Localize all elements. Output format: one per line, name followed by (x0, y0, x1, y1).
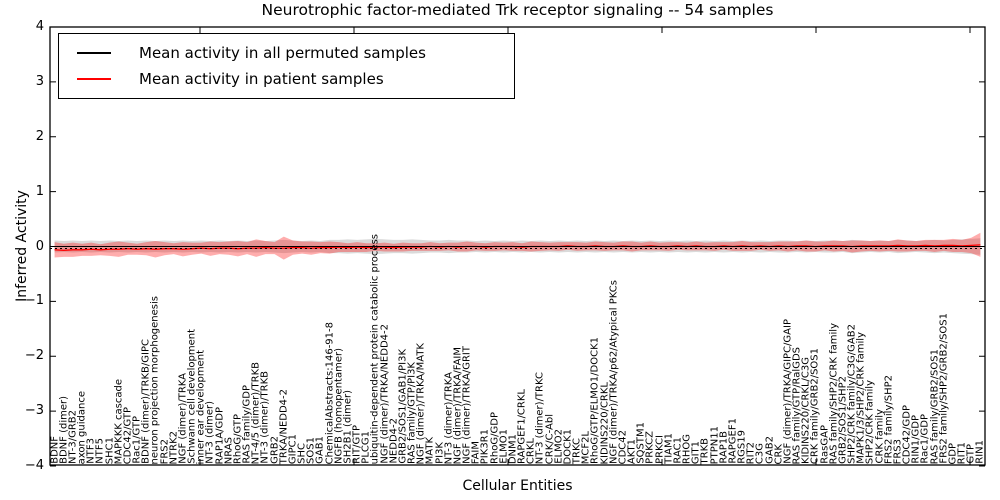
legend-label: Mean activity in all permuted samples (139, 44, 426, 62)
legend-line-swatch (77, 52, 111, 54)
legend-entry: Mean activity in patient samples (59, 66, 514, 92)
y-tick-label: 4 (35, 19, 44, 34)
x-axis-label: Cellular Entities (462, 478, 573, 494)
y-tick-label: −2 (24, 348, 44, 364)
legend: Mean activity in all permuted samples Mea… (58, 33, 515, 99)
legend-line-swatch (77, 78, 111, 80)
y-tick-label: 1 (35, 183, 44, 199)
y-tick-label: 3 (35, 73, 44, 89)
y-tick-label: −4 (24, 458, 44, 473)
y-tick-label: −3 (24, 403, 44, 419)
x-tick-label: RIN1 (974, 440, 986, 464)
y-tick-label: 2 (35, 128, 44, 144)
y-tick-label: −1 (24, 293, 44, 309)
x-tick-label: FRS2 family/SHP2/GRB2/SOS1 (938, 313, 950, 464)
y-tick-label: 0 (35, 238, 44, 254)
chart-title: Neurotrophic factor-mediated Trk recepto… (261, 1, 774, 19)
legend-label: Mean activity in patient samples (139, 70, 384, 88)
legend-entry: Mean activity in all permuted samples (59, 40, 514, 66)
